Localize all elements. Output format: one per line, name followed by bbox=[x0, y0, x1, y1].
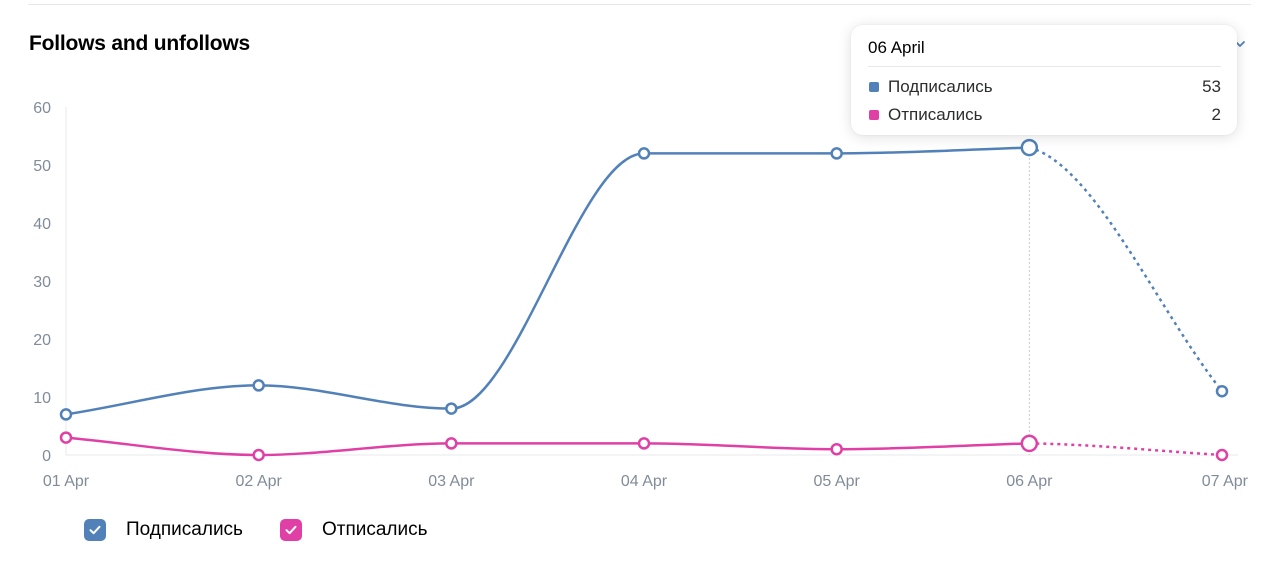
data-point bbox=[830, 442, 843, 456]
unfollows-swatch bbox=[869, 110, 879, 120]
data-point bbox=[1020, 434, 1039, 453]
checkbox-checked-icon[interactable] bbox=[84, 519, 106, 541]
y-tick-label: 30 bbox=[33, 274, 51, 291]
data-point bbox=[830, 147, 843, 160]
tooltip-date: 06 April bbox=[868, 38, 925, 57]
data-point bbox=[445, 437, 458, 450]
chart-title: Follows and unfollows bbox=[29, 32, 250, 55]
y-tick-label: 40 bbox=[33, 216, 51, 233]
x-tick-label: 01 Apr bbox=[43, 473, 90, 490]
y-tick-label: 50 bbox=[33, 158, 51, 175]
data-point bbox=[637, 437, 651, 450]
checkbox-checked-icon[interactable] bbox=[279, 519, 302, 541]
y-tick-label: 0 bbox=[42, 448, 51, 465]
legend-item-unfollows[interactable]: Отписались bbox=[279, 519, 428, 541]
tooltip-row-unfollows: Отписались 2 bbox=[868, 101, 1221, 129]
data-point bbox=[445, 402, 458, 415]
tooltip-row-follows: Подписались 53 bbox=[868, 73, 1221, 101]
x-tick-label: 02 Apr bbox=[236, 473, 283, 490]
legend-label: Подписались bbox=[126, 519, 243, 540]
chart-legend: Подписались Отписались bbox=[84, 519, 465, 541]
chart-tooltip: 06 April Подписались 53 Отписались 2 bbox=[851, 25, 1237, 135]
data-point bbox=[1020, 138, 1039, 157]
x-tick-label: 06 Apr bbox=[1006, 473, 1053, 490]
y-tick-label: 60 bbox=[33, 100, 51, 117]
y-tick-label: 20 bbox=[33, 332, 51, 349]
series-line-dashed bbox=[1029, 442, 1223, 457]
follows-swatch bbox=[869, 82, 879, 92]
data-point bbox=[59, 408, 73, 421]
x-tick-label: 03 Apr bbox=[428, 473, 475, 490]
legend-label: Отписались bbox=[321, 519, 428, 540]
data-point bbox=[1215, 384, 1229, 398]
legend-item-follows[interactable]: Подписались bbox=[84, 519, 243, 541]
series-line-unfollows bbox=[65, 436, 1030, 457]
x-tick-label: 04 Apr bbox=[621, 473, 668, 490]
x-tick-label: 07 Apr bbox=[1202, 473, 1249, 490]
tooltip-divider bbox=[868, 66, 1221, 67]
top-divider bbox=[28, 4, 1251, 5]
data-point bbox=[252, 448, 265, 462]
tooltip-value: 53 bbox=[1202, 77, 1221, 96]
series-line-dashed bbox=[1029, 146, 1223, 392]
tooltip-value: 2 bbox=[1211, 105, 1221, 124]
tooltip-label: Подписались bbox=[888, 77, 993, 96]
chevron-down-icon[interactable] bbox=[1234, 38, 1246, 50]
tooltip-label: Отписались bbox=[888, 105, 983, 124]
series-line-follows bbox=[65, 146, 1030, 416]
y-tick-label: 10 bbox=[33, 390, 51, 407]
x-tick-label: 05 Apr bbox=[814, 473, 861, 490]
data-point bbox=[637, 147, 651, 160]
data-point bbox=[59, 431, 73, 444]
data-point bbox=[1215, 448, 1229, 462]
data-point bbox=[252, 379, 265, 392]
